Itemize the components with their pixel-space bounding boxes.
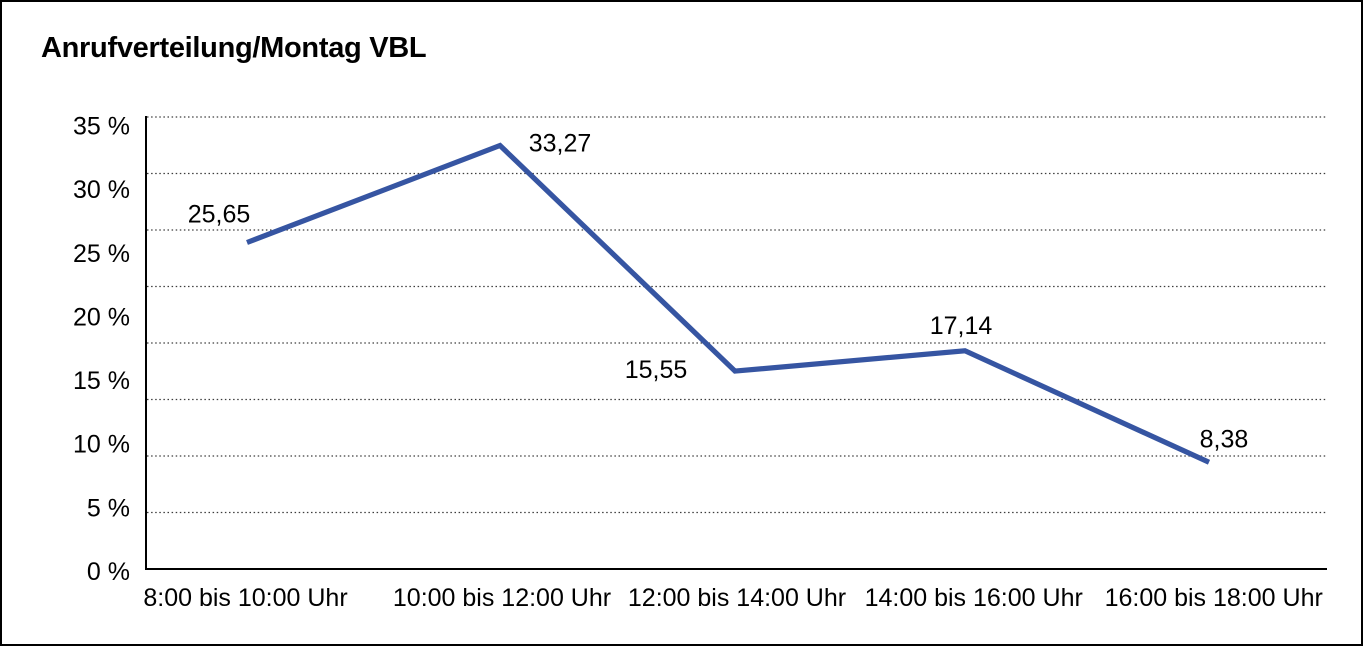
data-value-label: 15,55 <box>625 356 688 384</box>
x-category-label: 12:00 bis 14:00 Uhr <box>628 584 846 612</box>
y-tick-label: 10 % <box>73 431 130 459</box>
x-category-label: 8:00 bis 10:00 Uhr <box>143 584 347 612</box>
x-category-label: 10:00 bis 12:00 Uhr <box>393 584 611 612</box>
data-value-label: 17,14 <box>930 312 993 340</box>
data-value-label: 8,38 <box>1200 425 1249 453</box>
data-line-series <box>246 142 1211 465</box>
y-tick-label: 35 % <box>73 113 130 141</box>
y-tick-label: 0 % <box>87 558 130 586</box>
data-value-label: 33,27 <box>529 130 592 158</box>
y-tick-label: 5 % <box>87 494 130 522</box>
data-value-label: 25,65 <box>188 201 251 229</box>
x-category-label: 16:00 bis 18:00 Uhr <box>1105 584 1323 612</box>
y-tick-label: 15 % <box>73 367 130 395</box>
y-tick-label: 30 % <box>73 176 130 204</box>
y-tick-label: 20 % <box>73 303 130 331</box>
x-category-label: 14:00 bis 16:00 Uhr <box>865 584 1083 612</box>
chart-title: Anrufverteilung/Montag VBL <box>41 32 427 64</box>
y-tick-label: 25 % <box>73 240 130 268</box>
